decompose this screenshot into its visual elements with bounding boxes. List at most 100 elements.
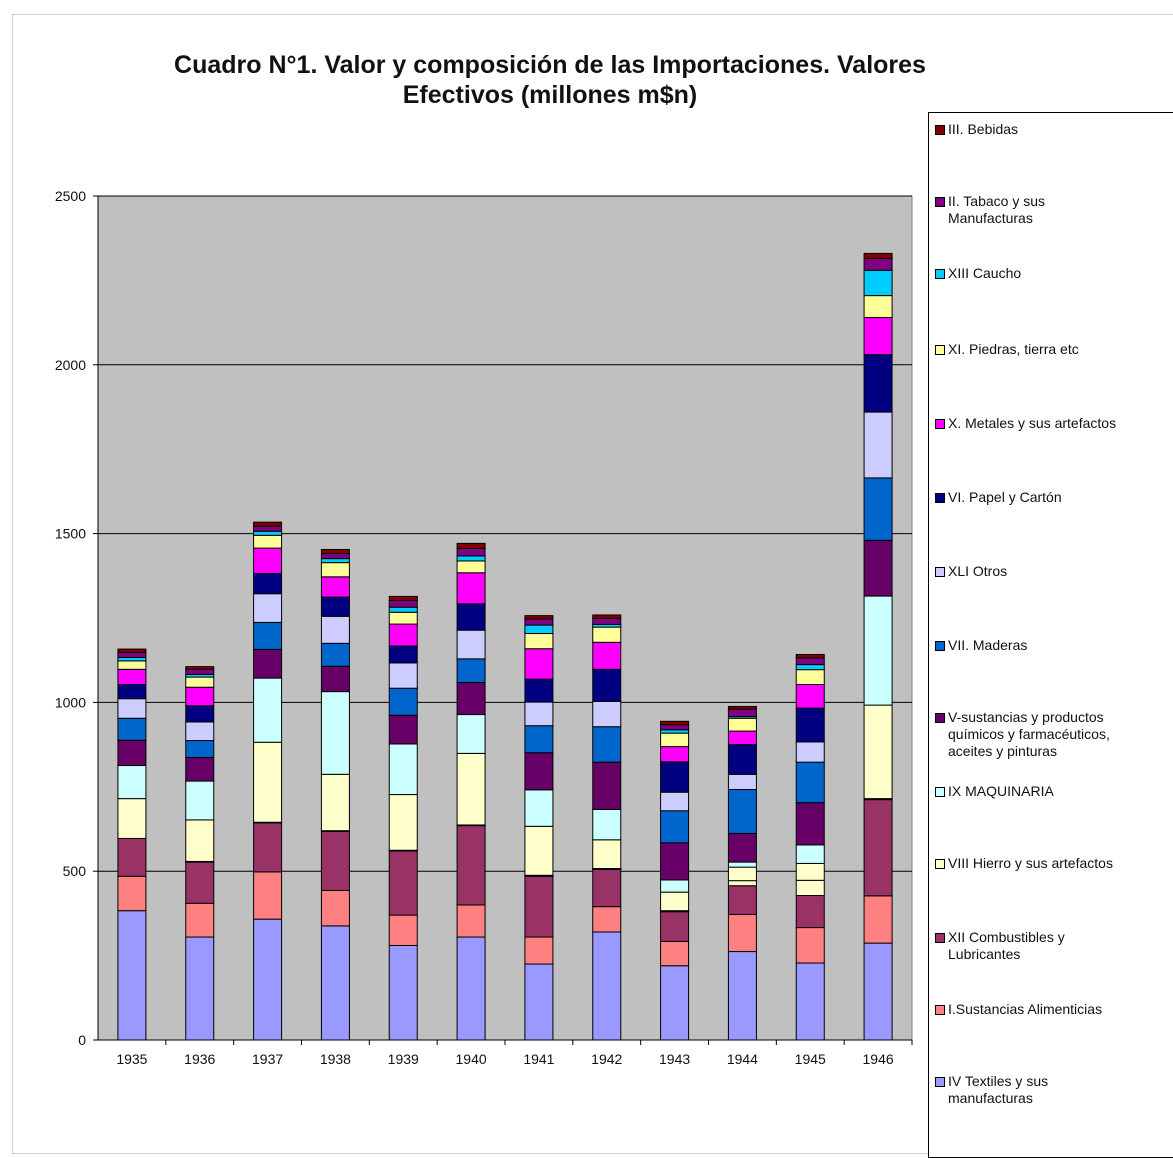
bar-segment-1936-8 <box>185 721 215 742</box>
bar-segment-1939-9 <box>388 645 418 664</box>
bar-segment-1941-13 <box>524 618 554 626</box>
bar-segment-1945-11 <box>795 669 825 686</box>
bar-segment-1935-0 <box>117 910 147 1041</box>
bar-segment-1941-11 <box>524 633 554 650</box>
legend-label: XIII Caucho <box>948 265 1022 281</box>
bar-segment-1937-7 <box>253 621 283 650</box>
legend-swatch <box>935 493 945 503</box>
bar-segment-1946-7 <box>863 477 893 541</box>
legend-label: XLI Otros <box>948 563 1008 579</box>
bar-segment-1940-11 <box>456 560 486 574</box>
bar-segment-1944-6 <box>727 832 757 863</box>
bar-segment-1944-13 <box>727 708 757 718</box>
bar-segment-1940-9 <box>456 603 486 631</box>
y-tick-label: 1500 <box>55 526 86 542</box>
bar-segment-1942-0 <box>592 931 622 1041</box>
legend-item: XII Combustibles y Lubricantes <box>935 929 1173 963</box>
bar-segment-1936-14 <box>185 666 215 670</box>
bar-segment-1943-11 <box>660 732 690 748</box>
bar-segment-1939-8 <box>388 662 418 689</box>
bar-segment-1945-13 <box>795 657 825 666</box>
bar-segment-1944-4 <box>727 866 757 882</box>
bar-segment-1944-3 <box>727 880 757 887</box>
x-tick-label: 1945 <box>795 1051 826 1067</box>
bar-segment-1935-12 <box>117 656 147 662</box>
bar-segment-1941-6 <box>524 752 554 791</box>
legend-label: X. Metales y sus artefactos <box>948 415 1117 431</box>
bar-segment-1943-9 <box>660 761 690 793</box>
bar-segment-1938-5 <box>320 691 350 775</box>
bar-segment-1945-7 <box>795 761 825 804</box>
legend-label: II. Tabaco y sus Manufacturas <box>948 193 1046 226</box>
legend-item: I.Sustancias Alimenticias <box>935 1001 1173 1018</box>
legend-label: VII. Maderas <box>948 637 1028 653</box>
legend-item: III. Bebidas <box>935 121 1173 138</box>
bar-segment-1942-8 <box>592 700 622 728</box>
legend-label: IX MAQUINARIA <box>948 783 1054 799</box>
x-tick-label: 1936 <box>184 1051 215 1067</box>
bar-segment-1936-1 <box>185 902 215 938</box>
legend-item: VIII Hierro y sus artefactos <box>935 855 1173 872</box>
bar-segment-1939-14 <box>388 595 418 601</box>
plot-background <box>97 195 913 1041</box>
bar-segment-1940-6 <box>456 681 486 716</box>
x-tick-label: 1940 <box>456 1051 487 1067</box>
bar-segment-1942-1 <box>592 906 622 933</box>
legend-swatch <box>935 1005 945 1015</box>
bar-segment-1938-6 <box>320 665 350 693</box>
bar-segment-1938-14 <box>320 548 350 555</box>
y-tick-label: 2000 <box>55 357 86 373</box>
legend-item: V-sustancias y productos químicos y farm… <box>935 709 1173 760</box>
legend-swatch <box>935 419 945 429</box>
bar-segment-1940-10 <box>456 572 486 605</box>
bar-segment-1944-9 <box>727 744 757 775</box>
bar-segment-1938-11 <box>320 562 350 578</box>
legend-item: X. Metales y sus artefactos <box>935 415 1173 432</box>
bar-segment-1942-9 <box>592 668 622 702</box>
bar-segment-1944-5 <box>727 861 757 868</box>
bar-segment-1941-1 <box>524 936 554 965</box>
bar-segment-1938-2 <box>320 830 350 891</box>
bar-segment-1936-0 <box>185 936 215 1041</box>
bar-segment-1940-4 <box>456 752 486 826</box>
bar-segment-1936-4 <box>185 819 215 862</box>
bar-segment-1938-13 <box>320 553 350 560</box>
bar-segment-1939-4 <box>388 794 418 851</box>
legend-swatch <box>935 269 945 279</box>
bar-segment-1943-12 <box>660 729 690 734</box>
bar-segment-1937-4 <box>253 741 283 823</box>
y-tick-label: 500 <box>63 863 87 879</box>
legend-label: V-sustancias y productos químicos y farm… <box>948 709 1110 759</box>
bar-segment-1942-14 <box>592 614 622 619</box>
bar-segment-1943-14 <box>660 720 690 726</box>
legend-item: XLI Otros <box>935 563 1173 580</box>
bar-segment-1938-4 <box>320 773 350 832</box>
y-tick-label: 0 <box>78 1032 86 1048</box>
bar-segment-1940-2 <box>456 825 486 906</box>
bar-segment-1939-1 <box>388 914 418 946</box>
legend-label: VIII Hierro y sus artefactos <box>948 855 1113 871</box>
bar-segment-1936-5 <box>185 780 215 821</box>
bar-segment-1940-0 <box>456 936 486 1041</box>
bar-segment-1946-12 <box>863 269 893 297</box>
bar-segment-1935-7 <box>117 717 147 741</box>
bar-segment-1940-7 <box>456 658 486 683</box>
bar-segment-1941-4 <box>524 825 554 876</box>
bar-segment-1936-9 <box>185 705 215 723</box>
bar-segment-1945-3 <box>795 879 825 897</box>
bar-segment-1945-0 <box>795 962 825 1041</box>
x-tick-label: 1946 <box>863 1051 894 1067</box>
x-tick-label: 1944 <box>727 1051 758 1067</box>
bar-segment-1941-8 <box>524 701 554 727</box>
bar-segment-1937-5 <box>253 677 283 743</box>
bar-segment-1943-8 <box>660 791 690 812</box>
legend-swatch <box>935 933 945 943</box>
legend-label: IV Textiles y sus manufacturas <box>948 1073 1049 1106</box>
bar-segment-1939-11 <box>388 611 418 625</box>
bar-segment-1942-2 <box>592 869 622 908</box>
bar-segment-1945-6 <box>795 802 825 846</box>
bar-segment-1938-10 <box>320 576 350 598</box>
bar-segment-1941-14 <box>524 615 554 620</box>
bar-segment-1945-9 <box>795 707 825 743</box>
bar-segment-1942-13 <box>592 617 622 625</box>
